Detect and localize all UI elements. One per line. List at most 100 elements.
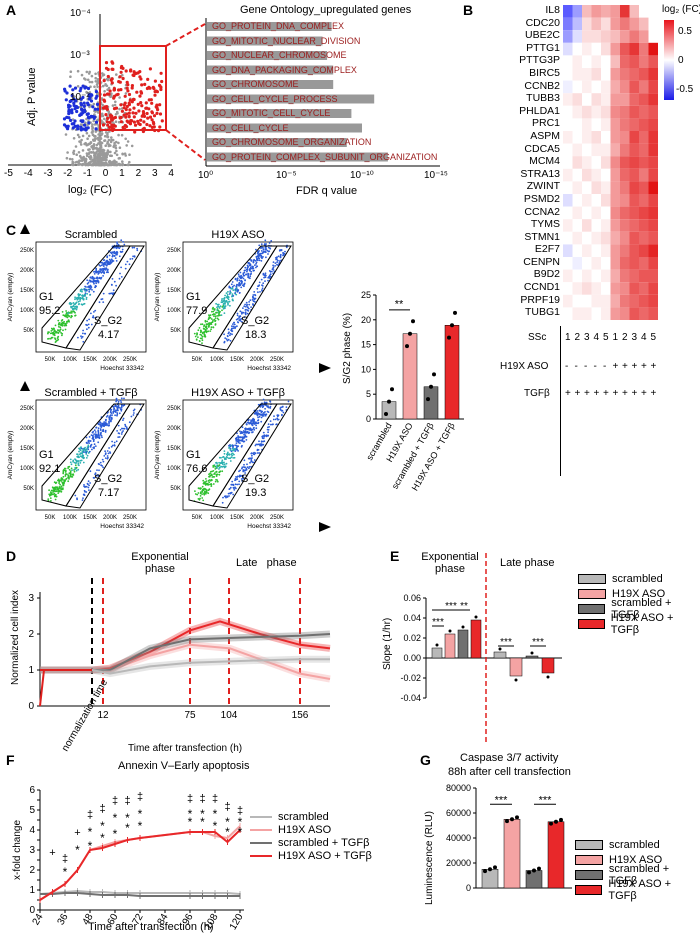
flow-event [247, 261, 250, 264]
flow-event [74, 298, 76, 301]
flow-xtick: 250K [270, 357, 284, 363]
heatmap-cell [629, 17, 639, 31]
flow-event [119, 399, 122, 402]
flow-event [232, 325, 235, 328]
heatmap-cell [610, 269, 620, 283]
significance-mark: ‡ [112, 795, 118, 807]
heatmap-cell [610, 307, 620, 320]
flow-event [74, 314, 76, 317]
volcano-dot-up [148, 115, 153, 119]
heatmap-cell [629, 244, 639, 257]
annexin-series [40, 892, 240, 897]
flow-event [253, 298, 256, 301]
heatmap-gene-labels: IL8 CDC20 UBE2C PTTG1 PTTG3P BIRC5 CCNB2 TUBB3 P… [498, 4, 560, 319]
heatmap-cell [572, 42, 582, 56]
heatmap-cell [610, 219, 620, 232]
flow-event [234, 288, 237, 291]
flow-event [55, 481, 58, 484]
flow-event [262, 431, 265, 434]
flow-event [92, 290, 95, 293]
flow-event [102, 265, 105, 267]
flow-event [110, 283, 113, 286]
flow-event [229, 339, 232, 342]
flow-event [261, 257, 263, 260]
flow-ytick: 150K [20, 446, 34, 452]
flow-event [260, 416, 263, 419]
flow-event [248, 457, 251, 460]
flow-event [74, 311, 76, 314]
heatmap-cell [572, 5, 582, 18]
volcano-dot-up [146, 116, 150, 120]
flow-event [87, 483, 89, 486]
volcano-dot [76, 160, 80, 164]
flow-event [232, 493, 235, 496]
heatmap-cell [610, 156, 620, 169]
significance-mark: * [113, 811, 118, 825]
volcano-dot-down [76, 127, 80, 131]
flow-event [97, 431, 100, 434]
flow-event [218, 473, 221, 476]
flow-event [55, 490, 58, 493]
flow-event [118, 432, 121, 435]
flow-event [85, 453, 88, 455]
flow-event [241, 281, 244, 283]
volcano-dot [103, 134, 107, 138]
volcano-dot [81, 134, 85, 138]
flow-event [103, 272, 105, 275]
heatmap-cell [563, 156, 573, 169]
flow-event [237, 475, 239, 478]
flow-event [68, 468, 71, 471]
volcano-dot [98, 158, 101, 162]
gene-label: PSMD2 [523, 192, 560, 205]
heatmap-cell [601, 105, 611, 119]
significance-mark: ‡ [187, 793, 193, 805]
flow-event [264, 414, 267, 417]
heatmap-cell [563, 206, 573, 220]
significance-mark: ‡ [87, 809, 93, 821]
heatmap-cell [572, 231, 582, 245]
heatmap-cell [563, 42, 573, 56]
flow-event [87, 440, 90, 443]
volcano-dot [93, 155, 96, 159]
flow-event [252, 295, 254, 298]
annexin-ytick: 1 [29, 885, 35, 896]
volcano-dot [103, 90, 106, 93]
flow-event [50, 500, 52, 502]
heatmap-cell [639, 68, 649, 81]
go-bar [207, 94, 375, 104]
flow-event [69, 458, 72, 461]
heatmap-cell [639, 143, 649, 157]
flow-event [256, 443, 259, 446]
flow-event [240, 312, 243, 315]
flow-event [261, 252, 264, 255]
volcano-dot [109, 163, 112, 167]
colorbar-tick: 0.5 [678, 26, 692, 37]
volcano-dot [86, 137, 89, 140]
flow-plot: H19X ASOG177.9S_G218.3250K200K150K100K50… [154, 229, 294, 372]
slope-point [546, 675, 550, 679]
volcano-dot [99, 153, 102, 156]
flow-event [67, 475, 70, 478]
flow-event [238, 282, 240, 285]
flow-event [212, 483, 215, 485]
flow-event [229, 486, 232, 489]
heatmap-divider [560, 326, 561, 476]
flow-event [62, 322, 65, 325]
heatmap-cell [591, 131, 601, 144]
heatmap-cell [563, 244, 573, 257]
flow-event [264, 273, 266, 276]
volcano-dot-up [160, 79, 164, 84]
volcano-dot [93, 123, 97, 126]
flow-event [66, 322, 68, 324]
flow-event [94, 472, 97, 475]
significance-mark: * [213, 807, 218, 821]
heatmap-cell [601, 181, 611, 194]
gene-label: CCND1 [523, 281, 560, 294]
go-bar [207, 36, 323, 46]
flow-event [106, 457, 109, 460]
flow-event [194, 335, 197, 338]
flow-event [216, 467, 218, 469]
flow-yaxis-label: AmCyan (empty) [7, 431, 14, 480]
flow-event [74, 458, 76, 460]
annexin-xlabel: Time after transfection (h) [88, 921, 214, 933]
